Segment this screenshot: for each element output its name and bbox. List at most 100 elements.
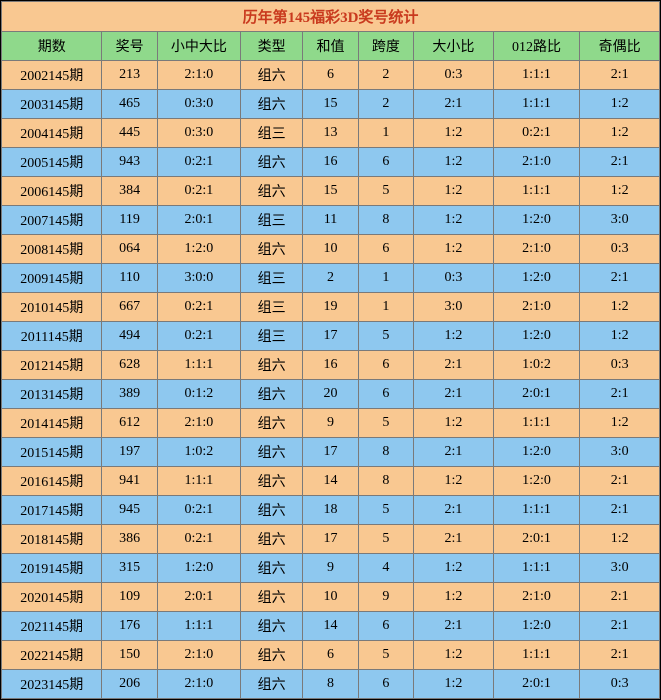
table-row: 2009145期1103:0:0组三210:31:2:02:1 (2, 264, 660, 293)
table-cell: 0:3:0 (157, 119, 240, 148)
table-row: 2020145期1092:0:1组六1091:22:1:02:1 (2, 583, 660, 612)
table-cell: 2:1 (414, 90, 494, 119)
table-cell: 384 (102, 177, 157, 206)
table-row: 2003145期4650:3:0组六1522:11:1:11:2 (2, 90, 660, 119)
table-cell: 0:2:1 (493, 119, 580, 148)
table-cell: 0:2:1 (157, 322, 240, 351)
table-cell: 213 (102, 61, 157, 90)
table-row: 2019145期3151:2:0组六941:21:1:13:0 (2, 554, 660, 583)
table-cell: 组六 (240, 641, 302, 670)
table-cell: 389 (102, 380, 157, 409)
table-cell: 2005145期 (2, 148, 102, 177)
table-cell: 14 (303, 612, 358, 641)
table-cell: 3:0:0 (157, 264, 240, 293)
table-cell: 组六 (240, 467, 302, 496)
table-row: 2023145期2062:1:0组六861:22:0:10:3 (2, 670, 660, 699)
table-cell: 1:2 (414, 554, 494, 583)
table-cell: 15 (303, 90, 358, 119)
table-cell: 1:2:0 (493, 322, 580, 351)
col-header: 跨度 (358, 32, 413, 61)
table-cell: 1:1:1 (493, 90, 580, 119)
table-cell: 2015145期 (2, 438, 102, 467)
table-cell: 1:2:0 (157, 235, 240, 264)
table-cell: 0:2:1 (157, 148, 240, 177)
table-cell: 组三 (240, 293, 302, 322)
table-cell: 17 (303, 525, 358, 554)
table-cell: 2003145期 (2, 90, 102, 119)
table-cell: 1 (358, 119, 413, 148)
table-cell: 0:3:0 (157, 90, 240, 119)
table-row: 2012145期6281:1:1组六1662:11:0:20:3 (2, 351, 660, 380)
table-cell: 组六 (240, 554, 302, 583)
table-cell: 2:1 (414, 525, 494, 554)
table-cell: 1:2:0 (493, 467, 580, 496)
table-cell: 1:1:1 (493, 496, 580, 525)
table-cell: 2:1:0 (493, 293, 580, 322)
table-cell: 386 (102, 525, 157, 554)
table-cell: 1:2 (414, 177, 494, 206)
table-cell: 1:1:1 (157, 467, 240, 496)
table-cell: 2:1:0 (493, 235, 580, 264)
col-header: 和值 (303, 32, 358, 61)
table-title-row: 历年第145福彩3D奖号统计 (2, 2, 660, 32)
col-header: 类型 (240, 32, 302, 61)
table-cell: 945 (102, 496, 157, 525)
table-cell: 组三 (240, 119, 302, 148)
table-cell: 150 (102, 641, 157, 670)
table-cell: 1 (358, 264, 413, 293)
table-cell: 组六 (240, 61, 302, 90)
table-cell: 组六 (240, 148, 302, 177)
table-cell: 6 (303, 61, 358, 90)
table-cell: 组三 (240, 264, 302, 293)
table-cell: 14 (303, 467, 358, 496)
table-row: 2002145期2132:1:0组六620:31:1:12:1 (2, 61, 660, 90)
table-cell: 组六 (240, 235, 302, 264)
table-cell: 064 (102, 235, 157, 264)
table-cell: 2:0:1 (157, 583, 240, 612)
table-cell: 6 (358, 148, 413, 177)
table-cell: 943 (102, 148, 157, 177)
table-cell: 16 (303, 148, 358, 177)
table-cell: 2020145期 (2, 583, 102, 612)
table-cell: 1:1:1 (493, 177, 580, 206)
table-cell: 5 (358, 641, 413, 670)
table-cell: 17 (303, 438, 358, 467)
table-cell: 2:1 (580, 641, 660, 670)
table-cell: 15 (303, 177, 358, 206)
table-cell: 1:2 (414, 670, 494, 699)
table-row: 2007145期1192:0:1组三1181:21:2:03:0 (2, 206, 660, 235)
table-cell: 109 (102, 583, 157, 612)
table-cell: 1:2:0 (493, 438, 580, 467)
table-cell: 2008145期 (2, 235, 102, 264)
table-cell: 3:0 (580, 554, 660, 583)
table-cell: 0:3 (580, 235, 660, 264)
table-cell: 2014145期 (2, 409, 102, 438)
table-cell: 2:1 (580, 583, 660, 612)
table-cell: 组六 (240, 177, 302, 206)
table-cell: 6 (358, 351, 413, 380)
table-cell: 9 (303, 554, 358, 583)
table-cell: 2:0:1 (157, 206, 240, 235)
table-cell: 组三 (240, 206, 302, 235)
col-header: 012路比 (493, 32, 580, 61)
table-cell: 2 (303, 264, 358, 293)
table-cell: 6 (303, 641, 358, 670)
table-cell: 0:3 (414, 61, 494, 90)
stats-table: 历年第145福彩3D奖号统计 期数 奖号 小中大比 类型 和值 跨度 大小比 0… (1, 1, 660, 699)
table-cell: 2:0:1 (493, 670, 580, 699)
table-cell: 1:2 (580, 90, 660, 119)
table-cell: 6 (358, 380, 413, 409)
table-row: 2013145期3890:1:2组六2062:12:0:12:1 (2, 380, 660, 409)
table-row: 2018145期3860:2:1组六1752:12:0:11:2 (2, 525, 660, 554)
table-cell: 5 (358, 409, 413, 438)
table-cell: 1 (358, 293, 413, 322)
table-cell: 5 (358, 525, 413, 554)
table-cell: 2:1:0 (493, 148, 580, 177)
col-header: 小中大比 (157, 32, 240, 61)
table-cell: 1:2 (414, 583, 494, 612)
col-header: 期数 (2, 32, 102, 61)
table-cell: 2019145期 (2, 554, 102, 583)
table-cell: 2013145期 (2, 380, 102, 409)
table-cell: 2007145期 (2, 206, 102, 235)
table-cell: 11 (303, 206, 358, 235)
